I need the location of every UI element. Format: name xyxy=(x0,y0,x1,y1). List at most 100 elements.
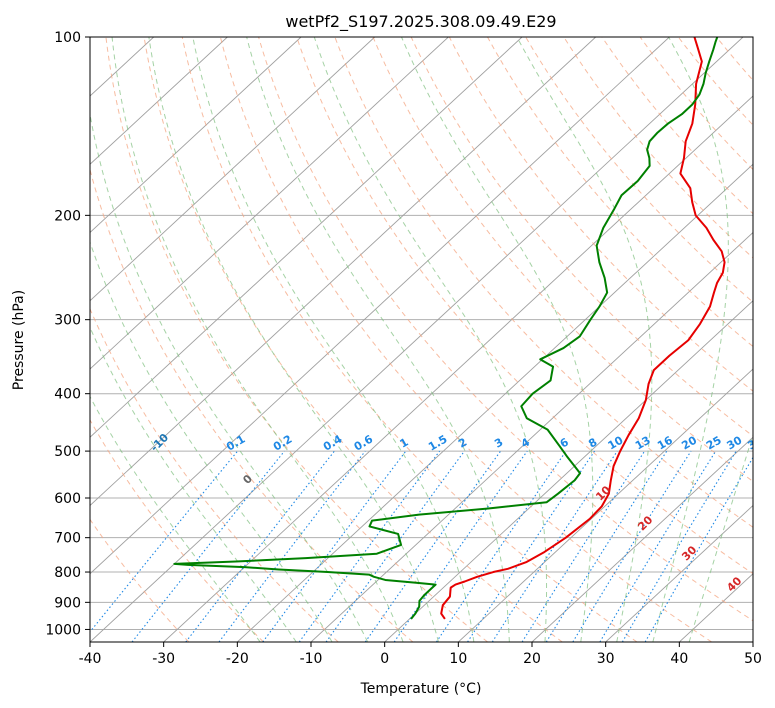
isotherm-line xyxy=(310,231,753,642)
mixing-ratio-line xyxy=(644,456,753,642)
y-tick-label: 1000 xyxy=(45,622,81,638)
isotherm-line xyxy=(90,37,597,507)
mixing-ratio-label: 20 xyxy=(679,433,699,452)
isotherm-line xyxy=(90,37,523,438)
mixing-ratio-line xyxy=(218,450,366,642)
isotherm-line xyxy=(237,163,753,642)
x-tick-label: -30 xyxy=(152,651,175,667)
moist-adiabat-line xyxy=(90,240,333,642)
isotherm-line xyxy=(90,37,376,302)
y-tick-label: 900 xyxy=(54,595,81,611)
moist-adiabat-line xyxy=(90,326,297,642)
profiles xyxy=(173,37,726,620)
y-tick-label: 100 xyxy=(54,30,81,46)
dry-adiabat-line xyxy=(639,37,753,171)
moist-adiabat-line xyxy=(688,433,753,642)
y-tick-label: 300 xyxy=(54,313,81,329)
mixing-ratio-line xyxy=(545,450,668,642)
x-tick-label: 20 xyxy=(523,651,541,667)
x-tick-label: 30 xyxy=(597,651,615,667)
mixing-ratio-line xyxy=(621,450,737,642)
mixing-ratio-label: 4 xyxy=(519,435,532,450)
y-tick-label: 800 xyxy=(54,565,81,581)
isotherm-line xyxy=(90,37,228,165)
dry-adiabat-line xyxy=(219,37,712,642)
dry-adiabat-line xyxy=(90,307,339,642)
moist-adiabat-line xyxy=(313,37,548,642)
mixing-ratio-line xyxy=(90,450,239,633)
dry-adiabat-line xyxy=(755,37,775,642)
mixing-ratio-line xyxy=(393,450,528,642)
moist-adiabat-line xyxy=(90,395,261,642)
dewpoint-profile xyxy=(173,37,719,620)
mixing-ratio-line xyxy=(262,450,407,642)
mixing-ratio-line xyxy=(521,450,646,642)
x-tick-label: -40 xyxy=(79,651,102,667)
mixing-ratio-label: 2 xyxy=(456,436,469,451)
mixing-ratio-line xyxy=(325,450,465,642)
isotherm-line xyxy=(90,37,744,642)
dry-adiabat-line xyxy=(334,37,753,528)
mixing-ratio-label: 36 xyxy=(745,433,765,452)
x-tick-label: 10 xyxy=(449,651,467,667)
x-tick-label: 40 xyxy=(670,651,688,667)
isotherm-line xyxy=(752,641,753,642)
isotherm-line xyxy=(458,368,753,642)
x-tick-label: -20 xyxy=(226,651,249,667)
mixing-ratio-label: 1.5 xyxy=(426,433,449,454)
dry-adiabat-line xyxy=(716,37,753,82)
dry-adiabat-label: 0 xyxy=(240,472,255,487)
dry-adiabat-line xyxy=(372,37,753,483)
isotherm-line xyxy=(531,436,753,642)
x-tick-label: 50 xyxy=(744,651,762,667)
axis-ticks: -40 -30 -20 -10 0 10 20 30 40 5010020030040050060… xyxy=(45,30,762,667)
mixing-ratio-label: 3 xyxy=(492,436,505,451)
dry-adiabat-line xyxy=(90,518,190,642)
mixing-ratio-label: 0.2 xyxy=(271,433,294,454)
dry-adiabat-line xyxy=(105,37,488,642)
x-axis-label: Temperature (°C) xyxy=(360,681,482,697)
moist-adiabat-label: 40 xyxy=(724,574,744,594)
mixing-ratio-label: 6 xyxy=(558,435,571,450)
y-axis-label: Pressure (hPa) xyxy=(11,290,27,390)
mixing-ratio-label: 10 xyxy=(606,433,626,452)
dry-adiabat-line xyxy=(143,37,563,642)
chart-title: wetPf2_S197.2025.308.09.49.E29 xyxy=(285,12,556,32)
moist-adiabat-line xyxy=(90,111,369,642)
mixing-ratio-label: 16 xyxy=(655,433,675,452)
plot-frame xyxy=(89,36,754,643)
y-tick-label: 200 xyxy=(54,208,81,224)
isotherm-line xyxy=(384,300,753,642)
y-tick-label: 700 xyxy=(54,531,81,547)
mixing-ratio-line xyxy=(185,450,335,642)
mixing-ratio-line xyxy=(298,450,441,642)
dry-adiabat-line xyxy=(90,418,264,642)
mixing-ratio-line xyxy=(435,450,567,642)
moist-adiabat-line xyxy=(148,37,439,642)
dry-adiabat-line xyxy=(296,37,753,575)
temperature-profile xyxy=(440,37,726,620)
isotherm-line xyxy=(163,95,753,642)
mixing-ratio-label: 30 xyxy=(725,433,745,452)
mixing-ratio-line xyxy=(599,450,717,642)
x-tick-label: -10 xyxy=(300,651,323,667)
x-tick-label: 0 xyxy=(380,651,389,667)
background-lines xyxy=(90,37,775,642)
mixing-ratio-label: 0.1 xyxy=(224,433,247,454)
y-tick-label: 500 xyxy=(54,444,81,460)
isotherm-line xyxy=(90,37,449,370)
mixing-ratio-line xyxy=(131,450,285,642)
moist-adiabat-label: 30 xyxy=(679,543,699,563)
dry-adiabat-line xyxy=(181,37,638,642)
isotherm-line xyxy=(90,37,302,234)
moist-adiabat-line xyxy=(246,37,510,642)
dry-adiabat-line xyxy=(525,37,753,303)
y-tick-label: 400 xyxy=(54,387,81,403)
y-tick-label: 600 xyxy=(54,491,81,507)
moist-adiabat-line xyxy=(192,37,475,642)
dry-adiabat-line xyxy=(90,167,414,642)
mixing-ratio-label: 0.6 xyxy=(352,432,376,453)
moist-adiabat-line xyxy=(516,37,653,642)
mixing-ratio-label: 25 xyxy=(704,434,724,453)
